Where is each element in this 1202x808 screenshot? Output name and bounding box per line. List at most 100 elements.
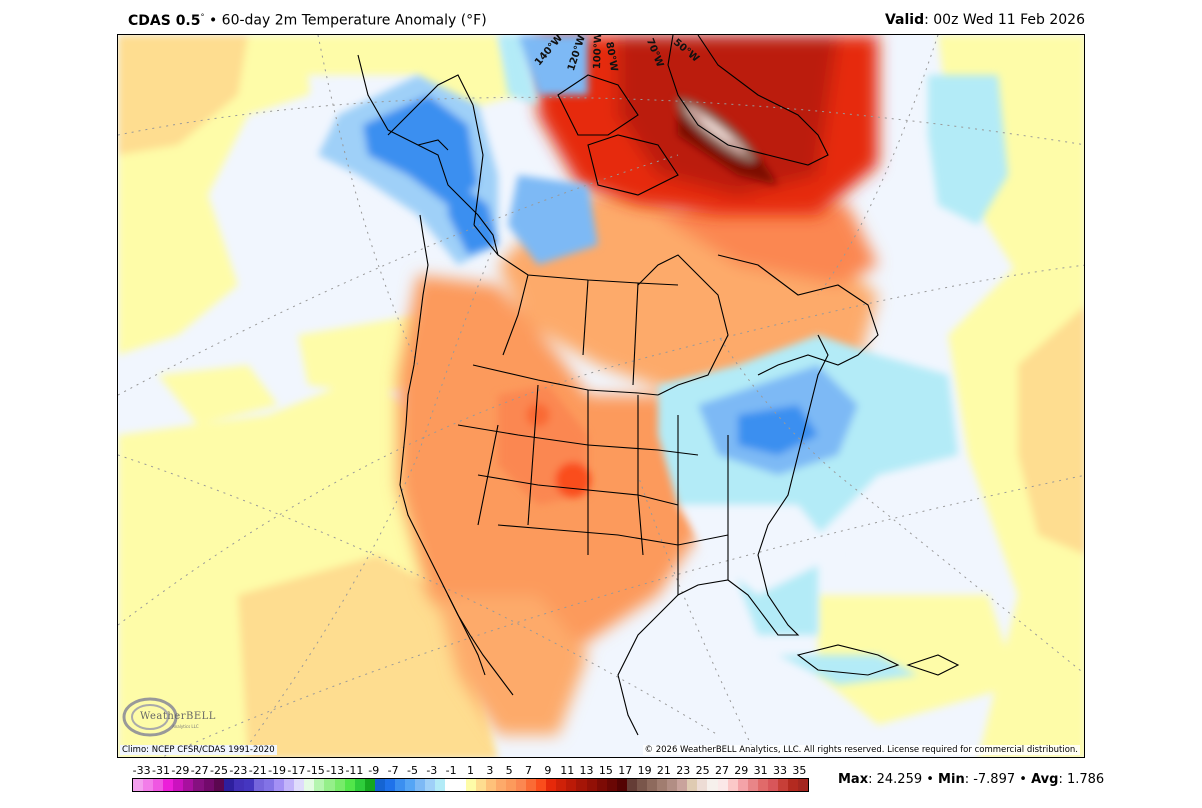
- map-title: CDAS 0.5° • 60-day 2m Temperature Anomal…: [128, 12, 487, 29]
- colorbar-cell: [495, 779, 506, 791]
- colorbar-cell: [778, 779, 789, 791]
- colorbar-cell: [526, 779, 537, 791]
- colorbar-cell: [505, 779, 516, 791]
- colorbar-cell: [344, 779, 355, 791]
- colorbar-tick-label: -23: [229, 764, 248, 777]
- colorbar-cell: [596, 779, 607, 791]
- anomaly-map-canvas: [118, 35, 1084, 757]
- colorbar: [132, 778, 809, 792]
- colorbar-labels: -33 -31 -29 -27 -25 -23 -21 -19 -17 -15 -13 -11 -9 -7…: [122, 764, 822, 778]
- colorbar-tick-label: 13: [579, 764, 594, 777]
- colorbar-cell: [536, 779, 547, 791]
- colorbar-cell: [515, 779, 527, 791]
- colorbar-cell: [415, 779, 426, 791]
- colorbar-tick-label: 31: [753, 764, 768, 777]
- colorbar-cell: [253, 779, 265, 791]
- max-value: : 24.259: [868, 772, 923, 787]
- valid-label: Valid: [884, 12, 925, 28]
- graticule: [118, 35, 1084, 757]
- colorbar-tick-label: -29: [171, 764, 190, 777]
- colorbar-cell: [193, 779, 204, 791]
- colorbar-cell: [133, 779, 144, 791]
- colorbar-tick-label: 1: [467, 764, 474, 777]
- colorbar-cell: [657, 779, 668, 791]
- avg-label: Avg: [1031, 772, 1059, 787]
- colorbar-cell: [364, 779, 375, 791]
- colorbar-cell: [445, 779, 456, 791]
- colorbar-cell: [384, 779, 396, 791]
- colorbar-cell: [737, 779, 748, 791]
- weatherbell-logo: WeatherBELL Analytics LLC: [122, 695, 215, 739]
- colorbar-cell: [757, 779, 768, 791]
- colorbar-cell: [687, 779, 698, 791]
- colorbar-cell: [455, 779, 466, 791]
- avg-value: : 1.786: [1058, 772, 1105, 787]
- colorbar-cell: [294, 779, 305, 791]
- colorbar-tick-label: 3: [486, 764, 494, 777]
- colorbar-cell: [727, 779, 738, 791]
- colorbar-tick-label: -17: [287, 764, 306, 777]
- product-name: 60-day 2m Temperature Anomaly (°F): [221, 12, 487, 29]
- colorbar-cell: [626, 779, 637, 791]
- colorbar-cell: [475, 779, 486, 791]
- copyright-note: © 2026 WeatherBELL Analytics, LLC. All r…: [642, 745, 1080, 755]
- colorbar-cell: [233, 779, 244, 791]
- colorbar-cell: [636, 779, 647, 791]
- lon-label-100w: 100°W: [592, 34, 605, 70]
- colorbar-tick-label: 15: [598, 764, 613, 777]
- colorbar-tick-label: -25: [210, 764, 229, 777]
- colorbar-cell: [324, 779, 335, 791]
- colorbar-tick-label: -11: [345, 764, 364, 777]
- colorbar-cell: [556, 779, 567, 791]
- title-separator: •: [208, 12, 218, 29]
- min-value: : -7.897: [964, 772, 1016, 787]
- cold-anomaly-northeast: [658, 75, 1008, 685]
- field-stats: Max: 24.259 • Min: -7.897 • Avg: 1.786: [838, 772, 1105, 787]
- colorbar-cell: [203, 779, 214, 791]
- colorbar-tick-label: -15: [306, 764, 325, 777]
- colorbar-cell: [173, 779, 184, 791]
- colorbar-tick-label: 23: [676, 764, 691, 777]
- colorbar-tick-label: 5: [505, 764, 513, 777]
- colorbar-tick-label: 19: [637, 764, 652, 777]
- colorbar-cell: [788, 779, 799, 791]
- colorbar-tick-label: 35: [792, 764, 807, 777]
- colorbar-tick-label: 17: [618, 764, 633, 777]
- colorbar-cell: [616, 779, 627, 791]
- valid-value: : 00z Wed 11 Feb 2026: [924, 12, 1085, 28]
- colorbar-cell: [465, 779, 476, 791]
- colorbar-tick-label: 33: [772, 764, 787, 777]
- colorbar-cell: [395, 779, 406, 791]
- colorbar-cell: [425, 779, 436, 791]
- colorbar-cell: [677, 779, 688, 791]
- anomaly-map[interactable]: 140°W 120°W 100°W 80°W 70°W 50°W Weather…: [117, 34, 1085, 758]
- colorbar-cell: [606, 779, 617, 791]
- valid-time: Valid: 00z Wed 11 Feb 2026: [885, 12, 1085, 28]
- colorbar-cell: [767, 779, 778, 791]
- min-label: Min: [938, 772, 965, 787]
- colorbar-cell: [354, 779, 365, 791]
- colorbar-cell: [586, 779, 597, 791]
- colorbar-cell: [717, 779, 728, 791]
- colorbar-cell: [485, 779, 496, 791]
- colorbar-cell: [284, 779, 295, 791]
- colorbar-tick-label: -33: [132, 764, 151, 777]
- colorbar-tick-label: -19: [268, 764, 287, 777]
- colorbar-cell: [374, 779, 385, 791]
- coastlines: [357, 35, 960, 736]
- colorbar-tick-label: 25: [695, 764, 710, 777]
- colorbar-cell: [667, 779, 678, 791]
- colorbar-cell: [798, 779, 809, 791]
- colorbar-tick-label: 11: [560, 764, 575, 777]
- colorbar-tick-label: -13: [326, 764, 345, 777]
- colorbar-tick-label: 9: [544, 764, 552, 777]
- swirl-icon: [122, 697, 178, 737]
- colorbar-cell: [707, 779, 718, 791]
- colorbar-tick-label: -7: [387, 764, 399, 777]
- colorbar-tick-label: 21: [656, 764, 671, 777]
- colorbar-cell: [223, 779, 234, 791]
- colorbar-tick-label: -21: [248, 764, 267, 777]
- climo-note: Climo: NCEP CFSR/CDAS 1991-2020: [120, 745, 277, 755]
- colorbar-cell: [314, 779, 325, 791]
- colorbar-cell: [274, 779, 285, 791]
